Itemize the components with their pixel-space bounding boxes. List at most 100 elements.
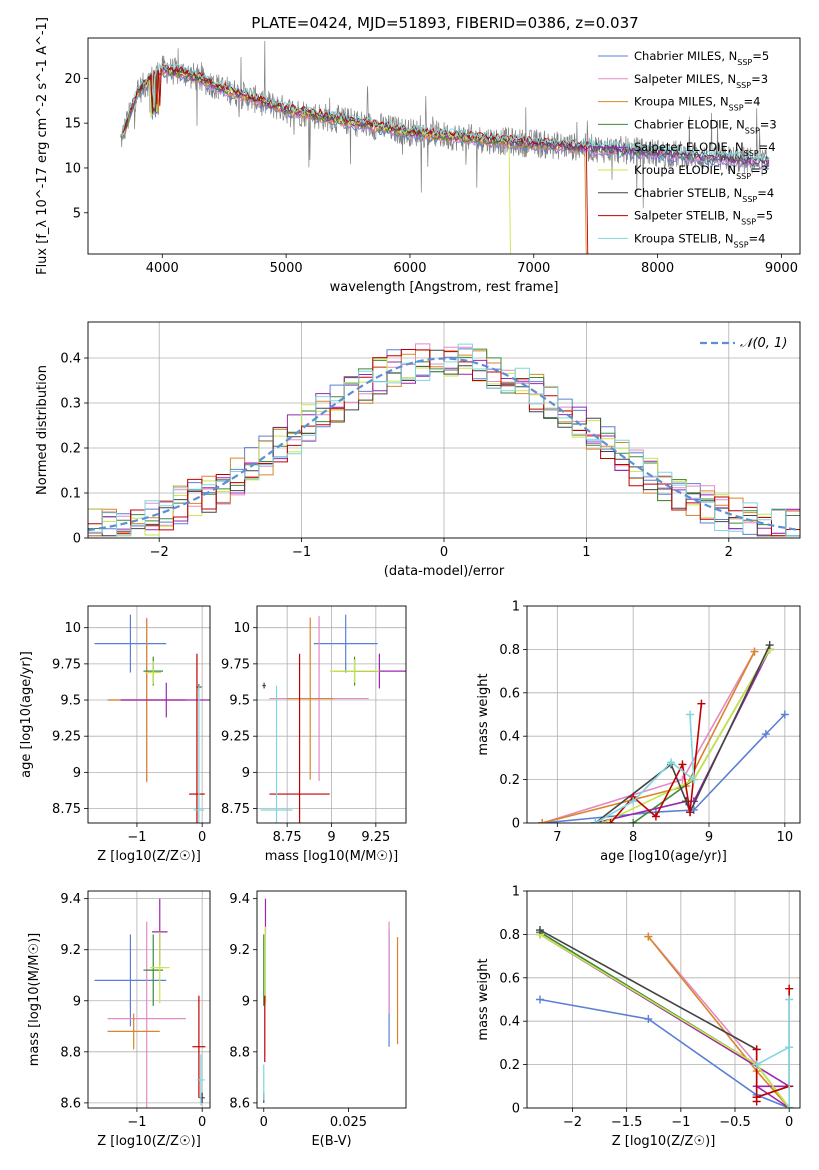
- y-axis-label: mass [log10(M/M☉)]: [27, 933, 42, 1066]
- legend-label: Salpeter ELODIE, NSSP=4: [634, 140, 776, 158]
- weight-marker: [697, 699, 706, 708]
- x-tick-label: −1: [127, 1115, 146, 1130]
- x-tick-label: 1: [582, 545, 590, 560]
- x-tick-label: 9000: [765, 261, 798, 276]
- errorbar-point: [149, 931, 170, 1004]
- y-tick-label: 9: [73, 766, 81, 781]
- ticks: −1 0 8.75 9 9.25 9.5 9.75 10: [52, 621, 206, 845]
- ticks: −1 0 8.6 8.8 9 9.2 9.4: [60, 892, 206, 1130]
- x-tick-label: 8000: [641, 261, 674, 276]
- x-axis-label: mass [log10(M/M☉)]: [265, 849, 398, 864]
- legend-label: Chabrier ELODIE, NSSP=3: [634, 117, 777, 135]
- weight-marker: [629, 819, 638, 823]
- y-tick-label: 9.5: [60, 694, 81, 709]
- weight-Z-panel: −2 −1.5 −1 −0.5 0 0 0.2 0.4 0.6 0.8 1 Z [log10(Z/Z☉…: [476, 885, 801, 1149]
- weight-marker: [785, 984, 794, 993]
- ticks: −2 −1.5 −1 −0.5 0 0 0.2 0.4 0.6 0.8 1: [499, 885, 793, 1131]
- x-axis-label: wavelength [Angstrom, rest frame]: [330, 280, 559, 295]
- errorbar-point: [269, 653, 330, 823]
- y-tick-label: 0.4: [499, 730, 520, 745]
- plot-area: [88, 606, 210, 823]
- x-tick-label: 0: [440, 545, 448, 560]
- weight-marker: [686, 710, 695, 719]
- normal-curve: [88, 357, 800, 532]
- x-axis-label: E(B-V): [311, 1134, 351, 1149]
- ticks: −2 −1 0 1 2 0 0.1 0.2 0.3 0.4: [60, 352, 733, 561]
- errorbar-point: [313, 614, 378, 673]
- y-tick-label: 9.75: [221, 657, 250, 672]
- y-tick-label: 15: [64, 117, 81, 132]
- x-tick-label: −2: [150, 545, 169, 560]
- errorbar-point: [145, 660, 162, 685]
- y-tick-label: 0: [512, 1102, 520, 1117]
- y-axis-label: age [log10(age/yr)]: [19, 651, 34, 778]
- legend-label: Kroupa ELODIE, NSSP=3: [634, 163, 768, 181]
- weight-marker: [678, 760, 687, 769]
- model-spectrum-4: [122, 64, 770, 168]
- y-tick-label: 9.4: [229, 892, 250, 907]
- axes-frame: [256, 605, 407, 824]
- y-tick-label: 0.6: [499, 686, 520, 701]
- weight-marker: [785, 1043, 794, 1052]
- x-tick-label: 9: [705, 830, 713, 845]
- x-tick-label: 7: [553, 830, 561, 845]
- y-tick-label: 0: [73, 532, 81, 547]
- weight-age-panel: 7 8 9 10 0 0.2 0.4 0.6 0.8 1 age [log10(age/yr)] ma…: [476, 600, 801, 864]
- y-tick-label: 0.4: [499, 1015, 520, 1030]
- y-tick-label: 9.5: [229, 694, 250, 709]
- model-spectrum-8: [122, 62, 770, 162]
- y-tick-label: 8.75: [221, 802, 250, 817]
- x-tick-label: 0: [785, 1115, 793, 1130]
- weight-marker: [780, 710, 789, 719]
- y-tick-label: 5: [73, 206, 81, 221]
- errorbar-point: [287, 617, 334, 780]
- weight-marker: [591, 819, 600, 823]
- legend-label: Kroupa STELIB, NSSP=4: [634, 231, 765, 249]
- errorbar-point: [107, 921, 186, 1108]
- weight-marker: [667, 758, 676, 767]
- weight-marker: [686, 808, 695, 817]
- y-tick-label: 1: [512, 885, 520, 900]
- x-axis-label: age [log10(age/yr)]: [600, 849, 727, 864]
- axes-frame: [526, 605, 801, 824]
- histogram-8: [88, 343, 800, 537]
- x-tick-label: 0: [198, 1115, 206, 1130]
- histogram-7: [88, 349, 800, 537]
- x-tick-label: −2: [563, 1115, 582, 1130]
- legend-label: Chabrier STELIB, NSSP=4: [634, 186, 774, 204]
- errorbar-point: [196, 1054, 205, 1106]
- y-tick-label: 8.6: [60, 1096, 81, 1111]
- plot-area: [88, 322, 800, 538]
- y-axis-label: Flux [f_λ 10^-17 erg cm^-2 s^-1 A^-1]: [35, 17, 50, 275]
- errorbar-point: [107, 1013, 160, 1050]
- axes-frame: [526, 890, 801, 1109]
- plot-area: [119, 40, 770, 254]
- spectrum-legend: Chabrier MILES, NSSP=5 Salpeter MILES, NS…: [598, 49, 777, 249]
- weight-marker: [752, 1093, 761, 1102]
- y-axis-label: mass weight: [476, 673, 491, 755]
- legend-label: 𝒩(0, 1): [740, 336, 787, 351]
- x-axis-label: Z [log10(Z/Z☉)]: [97, 1134, 201, 1149]
- legend-label: Chabrier MILES, NSSP=5: [634, 49, 769, 67]
- errorbar-point: [260, 685, 293, 823]
- y-tick-label: 0.4: [60, 352, 81, 367]
- weight-marker: [629, 797, 638, 806]
- x-tick-label: 0: [260, 1115, 268, 1130]
- x-tick-label: 7000: [517, 261, 550, 276]
- y-tick-label: 8.8: [60, 1045, 81, 1060]
- weight-marker: [765, 641, 774, 650]
- y-tick-label: 8.75: [52, 802, 81, 817]
- x-tick-label: −1.5: [611, 1115, 643, 1130]
- legend-label: Kroupa MILES, NSSP=4: [634, 95, 760, 113]
- x-tick-label: 10: [777, 830, 794, 845]
- spectrum-panel: 4000 5000 6000 7000 8000 9000 5 10 15 20 wavelengt…: [35, 17, 801, 295]
- x-tick-label: 9.25: [361, 830, 390, 845]
- errorbar-point: [329, 659, 380, 683]
- plot-area: [263, 898, 399, 1103]
- weight-marker: [606, 819, 615, 823]
- x-tick-label: 4000: [146, 261, 179, 276]
- weight-marker: [689, 775, 698, 784]
- weight-marker: [651, 812, 660, 821]
- weight-marker: [761, 730, 770, 739]
- y-tick-label: 9.2: [229, 943, 250, 958]
